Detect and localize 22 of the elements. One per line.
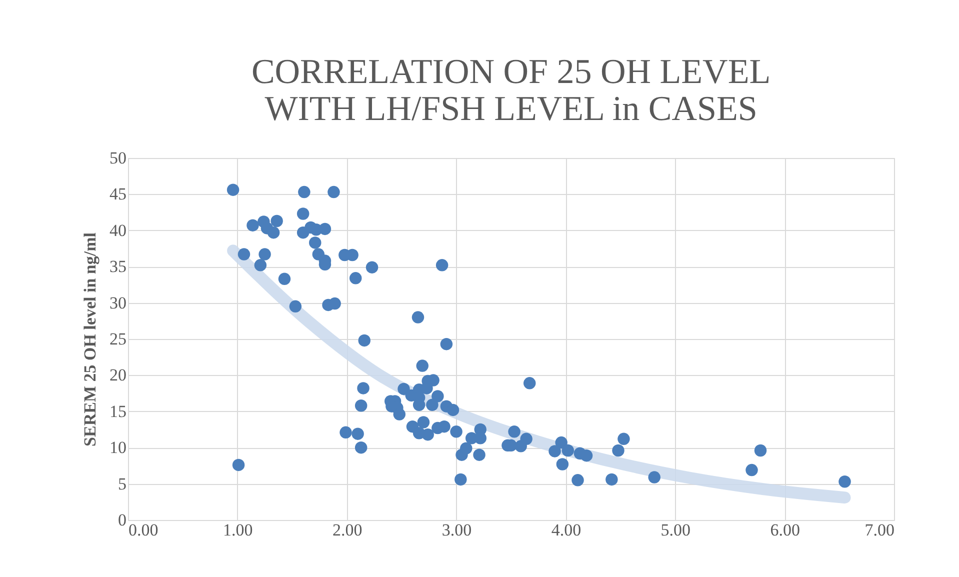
x-tick-label: 6.00 — [770, 520, 800, 540]
y-tick-label: 5 — [118, 474, 126, 494]
x-tick-label: 1.00 — [223, 520, 253, 540]
y-tick-label: 0 — [118, 510, 126, 530]
text: WITH LH/FSH LEVEL in CASES — [264, 89, 758, 128]
x-tick-label: 3.00 — [442, 520, 472, 540]
x-tick-label: 2.00 — [332, 520, 362, 540]
y-tick-label: 35 — [110, 257, 126, 276]
y-tick-label: 20 — [110, 366, 126, 385]
y-axis-title: SEREM 25 OH level in ng/ml — [80, 232, 100, 446]
x-tick-label: 7.00 — [864, 520, 894, 540]
text: CORRELATION OF 25 OH LEVEL — [251, 52, 771, 91]
y-tick-label: 50 — [110, 148, 126, 168]
y-tick-label: 45 — [110, 184, 126, 204]
x-tick-label: 5.00 — [660, 520, 691, 540]
y-tick-label: 25 — [110, 330, 126, 348]
y-tick-label: 10 — [110, 438, 126, 458]
y-tick-label: 40 — [110, 220, 126, 240]
y-tick-label: 30 — [110, 293, 126, 312]
x-tick-label: 0.00 — [128, 520, 158, 540]
x-tick-label: 4.00 — [551, 520, 582, 540]
y-tick-label: 15 — [110, 402, 126, 421]
